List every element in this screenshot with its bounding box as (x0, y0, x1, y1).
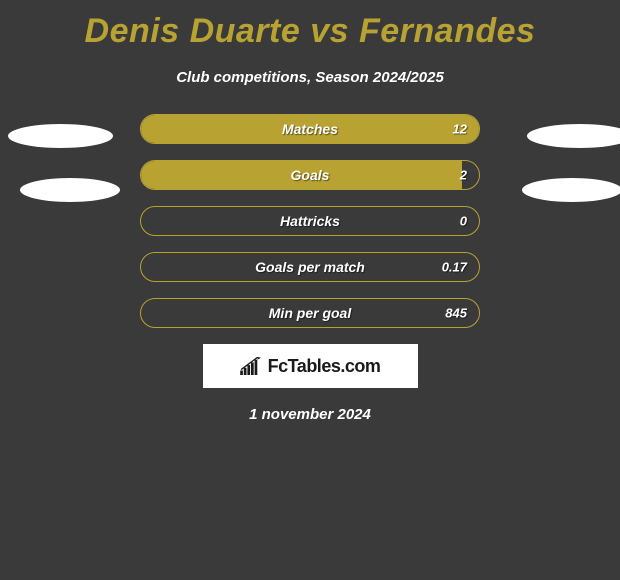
stat-label: Min per goal (269, 305, 351, 321)
date-text: 1 november 2024 (0, 406, 620, 423)
stat-row-hattricks: Hattricks 0 (140, 206, 480, 236)
page-subtitle: Club competitions, Season 2024/2025 (0, 69, 620, 86)
decor-ellipse-top-right (527, 124, 620, 148)
brand-box[interactable]: FcTables.com (203, 344, 418, 388)
stat-value: 0.17 (442, 260, 467, 275)
stat-value: 12 (453, 122, 467, 137)
decor-ellipse-bottom-right (522, 178, 620, 202)
stat-row-goals: Goals 2 (140, 160, 480, 190)
stat-row-goals-per-match: Goals per match 0.17 (140, 252, 480, 282)
stat-label: Hattricks (280, 213, 340, 229)
stat-value: 845 (445, 306, 467, 321)
page-title: Denis Duarte vs Fernandes (0, 0, 620, 51)
stat-label: Matches (282, 121, 338, 137)
chart-icon (240, 357, 262, 375)
stat-row-matches: Matches 12 (140, 114, 480, 144)
stat-label: Goals (291, 167, 330, 183)
decor-ellipse-top-left (8, 124, 113, 148)
brand-text: FcTables.com (268, 356, 381, 377)
stat-row-min-per-goal: Min per goal 845 (140, 298, 480, 328)
stat-value: 2 (460, 168, 467, 183)
decor-ellipse-bottom-left (20, 178, 120, 202)
stat-label: Goals per match (255, 259, 365, 275)
stats-container: Matches 12 Goals 2 Hattricks 0 Goals per… (140, 114, 480, 328)
stat-value: 0 (460, 214, 467, 229)
